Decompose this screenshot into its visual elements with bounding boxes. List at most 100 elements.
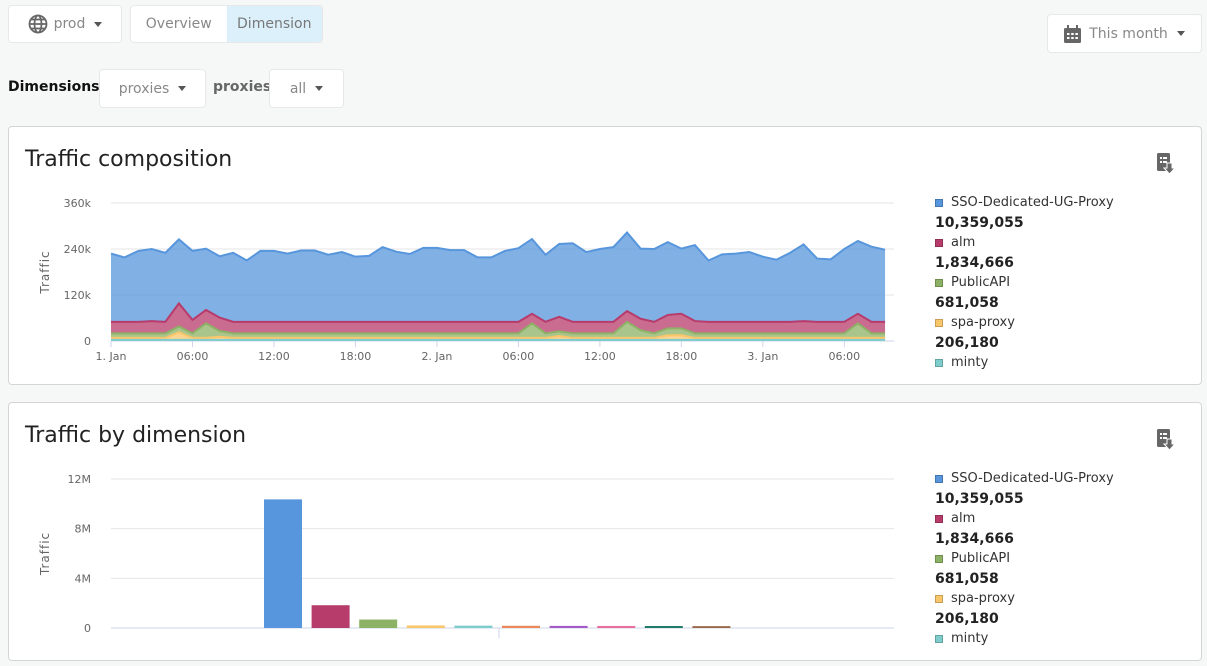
bar-minty bbox=[454, 625, 493, 628]
legend-value: 10,359,055 bbox=[935, 491, 1024, 507]
legend-name: spa-proxy bbox=[951, 591, 1015, 606]
legend-swatch bbox=[935, 475, 943, 483]
legend-swatch bbox=[935, 199, 943, 207]
chevron-down-icon bbox=[315, 86, 324, 91]
bar bbox=[692, 626, 731, 628]
proxies-dropdown[interactable]: all bbox=[269, 69, 344, 108]
legend-swatch bbox=[935, 239, 943, 247]
legend-name: alm bbox=[951, 235, 976, 250]
x-tick-label: 18:00 bbox=[666, 350, 698, 363]
legend-item[interactable]: minty bbox=[935, 353, 1114, 373]
env-value: prod bbox=[53, 16, 86, 32]
dimension-dropdown[interactable]: proxies bbox=[99, 69, 206, 108]
x-tick-label: 3. Jan bbox=[747, 350, 778, 363]
download-report-icon[interactable] bbox=[1157, 429, 1175, 451]
bar-spa-proxy bbox=[406, 625, 445, 628]
legend-name: minty bbox=[951, 355, 989, 370]
legend-item[interactable]: PublicAPI bbox=[935, 549, 1114, 569]
x-tick-label: 06:00 bbox=[503, 350, 535, 363]
y-tick-label: 8M bbox=[75, 523, 92, 536]
area-series-SSO-Dedicated-UG-Proxy bbox=[111, 232, 886, 322]
y-tick-label: 4M bbox=[75, 572, 92, 585]
x-tick-label: 06:00 bbox=[828, 350, 860, 363]
card-title: Traffic composition bbox=[25, 147, 233, 172]
legend-swatch bbox=[935, 319, 943, 327]
x-tick-label: 12:00 bbox=[584, 350, 616, 363]
y-tick-label: 120k bbox=[64, 289, 92, 302]
series-line-spa-proxy bbox=[111, 331, 886, 339]
tab-overview[interactable]: Overview bbox=[145, 16, 212, 32]
legend-swatch bbox=[935, 635, 943, 643]
bar bbox=[597, 625, 636, 628]
series-line-alm bbox=[111, 301, 886, 323]
chevron-down-icon bbox=[178, 86, 187, 91]
bar-alm bbox=[311, 605, 350, 628]
legend-value: 1,834,666 bbox=[935, 531, 1014, 547]
legend-item[interactable]: SSO-Dedicated-UG-Proxy bbox=[935, 469, 1114, 489]
legend-item[interactable]: minty bbox=[935, 629, 1114, 649]
chevron-down-icon bbox=[1176, 31, 1185, 36]
proxies-value: all bbox=[289, 80, 307, 97]
calendar-icon bbox=[1064, 24, 1082, 43]
y-tick-label: 0 bbox=[84, 335, 91, 348]
y-tick-label: 12M bbox=[68, 473, 92, 486]
x-tick-label: 2. Jan bbox=[421, 350, 452, 363]
proxies-label: proxies bbox=[213, 79, 272, 95]
legend-value: 681,058 bbox=[935, 295, 999, 311]
chart-legend: SSO-Dedicated-UG-Proxy 10,359,055 alm 1,834… bbox=[935, 469, 1114, 649]
y-axis-label: Traffic bbox=[38, 532, 52, 576]
traffic-by-dimension-card: Traffic by dimension 0 4M 8M 12M Traffic SSO… bbox=[8, 402, 1202, 661]
view-tabs: Overview Dimension bbox=[130, 5, 323, 43]
legend-item[interactable]: alm bbox=[935, 233, 1114, 253]
chart-legend: SSO-Dedicated-UG-Proxy 10,359,055 alm 1,834… bbox=[935, 193, 1114, 373]
legend-value: 10,359,055 bbox=[935, 215, 1024, 231]
legend-item[interactable]: alm bbox=[935, 509, 1114, 529]
legend-value: 681,058 bbox=[935, 571, 999, 587]
series-line-SSO-Dedicated-UG-Proxy bbox=[110, 231, 886, 262]
x-tick-label: 06:00 bbox=[177, 350, 209, 363]
legend-value: 206,180 bbox=[935, 611, 999, 627]
legend-value: 206,180 bbox=[935, 335, 999, 351]
traffic-by-dimension-chart: 0 4M 8M 12M Traffic bbox=[38, 473, 894, 638]
legend-swatch bbox=[935, 555, 943, 563]
env-selector[interactable]: prod bbox=[8, 5, 122, 43]
legend-value: 1,834,666 bbox=[935, 255, 1014, 271]
bar-SSO-Dedicated-UG-Proxy bbox=[264, 499, 302, 628]
legend-name: PublicAPI bbox=[951, 551, 1011, 566]
legend-name: spa-proxy bbox=[951, 315, 1015, 330]
globe-icon bbox=[28, 14, 47, 34]
date-range-value: This month bbox=[1089, 25, 1168, 42]
y-tick-label: 240k bbox=[64, 243, 92, 256]
legend-item[interactable]: spa-proxy bbox=[935, 589, 1114, 609]
y-axis-label: Traffic bbox=[38, 250, 52, 294]
legend-swatch bbox=[935, 515, 943, 523]
date-range-selector[interactable]: This month bbox=[1047, 14, 1202, 53]
legend-name: minty bbox=[951, 631, 989, 646]
series-line-PublicAPI bbox=[111, 320, 886, 335]
legend-item[interactable]: SSO-Dedicated-UG-Proxy bbox=[935, 193, 1114, 213]
legend-item[interactable]: spa-proxy bbox=[935, 313, 1114, 333]
bar bbox=[644, 626, 683, 628]
bar bbox=[549, 625, 588, 628]
legend-name: SSO-Dedicated-UG-Proxy bbox=[951, 195, 1114, 210]
chevron-down-icon bbox=[94, 21, 103, 27]
dimensions-label: Dimensions bbox=[8, 79, 100, 95]
dimension-value: proxies bbox=[118, 80, 170, 97]
legend-swatch bbox=[935, 279, 943, 287]
legend-name: SSO-Dedicated-UG-Proxy bbox=[951, 471, 1114, 486]
x-tick-label: 18:00 bbox=[340, 350, 372, 363]
x-tick-label: 1. Jan bbox=[96, 350, 127, 363]
legend-swatch bbox=[935, 359, 943, 367]
legend-name: alm bbox=[951, 511, 976, 526]
download-report-icon[interactable] bbox=[1157, 153, 1175, 175]
card-title: Traffic by dimension bbox=[25, 423, 247, 448]
x-tick-label: 12:00 bbox=[258, 350, 290, 363]
area-series-alm bbox=[111, 303, 886, 334]
legend-swatch bbox=[935, 595, 943, 603]
tab-dimension[interactable]: Dimension bbox=[226, 6, 322, 42]
traffic-composition-card: Traffic composition 0 120k 240k 360k Traffic… bbox=[8, 126, 1202, 385]
y-tick-label: 360k bbox=[64, 197, 92, 210]
legend-item[interactable]: PublicAPI bbox=[935, 273, 1114, 293]
bar bbox=[502, 625, 540, 628]
y-tick-label: 0 bbox=[84, 622, 91, 635]
